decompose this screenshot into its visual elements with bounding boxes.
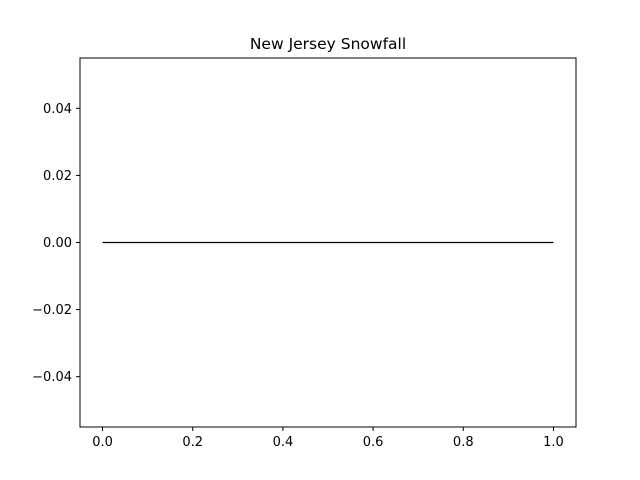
x-tick-label: 0.4 xyxy=(273,435,294,450)
y-tick-label: 0.02 xyxy=(43,169,72,184)
x-tick-label: 0.0 xyxy=(92,435,113,450)
x-axis: 0.0 0.2 0.4 0.6 0.8 1.0 xyxy=(92,427,564,450)
x-tick-label: 1.0 xyxy=(543,435,564,450)
y-tick-label: −0.04 xyxy=(32,370,72,385)
y-tick-label: 0.00 xyxy=(43,236,72,251)
y-tick-label: −0.02 xyxy=(32,303,72,318)
x-tick-label: 0.6 xyxy=(363,435,384,450)
x-tick-label: 0.2 xyxy=(182,435,203,450)
plot-area xyxy=(79,57,577,428)
x-tick-label: 0.8 xyxy=(453,435,474,450)
chart-title: New Jersey Snowfall xyxy=(250,35,406,53)
y-tick-label: 0.04 xyxy=(43,102,72,117)
y-axis: −0.04 −0.02 0.00 0.02 0.04 xyxy=(32,102,80,385)
